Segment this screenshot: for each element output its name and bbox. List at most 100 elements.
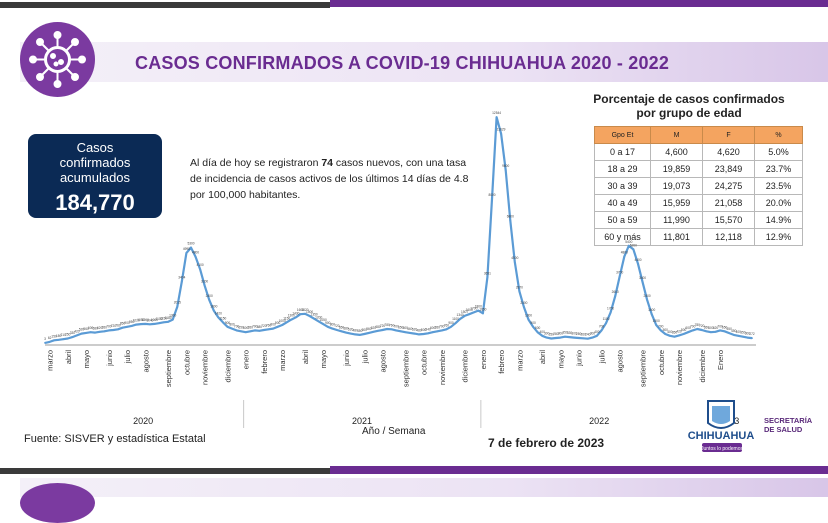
data-label: 780 xyxy=(384,323,390,327)
data-label: 900 xyxy=(124,321,130,325)
data-label: 1100 xyxy=(156,317,163,321)
data-label: 650 xyxy=(339,325,345,329)
data-point xyxy=(368,332,370,334)
x-tick-label: octubre xyxy=(657,350,666,375)
data-point xyxy=(244,331,247,334)
data-label: 1300 xyxy=(169,314,176,318)
year-label: 2022 xyxy=(589,416,609,426)
data-point xyxy=(596,334,598,337)
data-point xyxy=(313,317,315,320)
age-table-header: M xyxy=(650,126,703,144)
data-point xyxy=(732,334,735,336)
data-label: 550 xyxy=(727,327,733,331)
data-label: 1800 xyxy=(210,305,217,309)
data-point xyxy=(249,330,252,333)
data-label: 900 xyxy=(225,321,231,325)
data-label: 760 xyxy=(266,323,272,327)
data-label: 700 xyxy=(252,324,258,328)
data-point xyxy=(372,330,375,333)
note-new-cases: 74 xyxy=(321,157,334,169)
virus-icon xyxy=(20,483,95,523)
data-label: 3200 xyxy=(201,279,208,283)
data-label: 1050 xyxy=(320,318,327,322)
x-tick-label: julio xyxy=(360,350,369,364)
data-label: 3404 xyxy=(178,276,185,280)
data-point xyxy=(682,333,685,335)
data-point xyxy=(285,321,288,324)
data-point xyxy=(103,330,106,333)
data-point xyxy=(527,318,530,321)
data-label: 11629 xyxy=(497,128,506,132)
data-label: 600 xyxy=(708,326,714,330)
report-date: 7 de febrero de 2023 xyxy=(488,436,605,450)
data-point xyxy=(80,332,83,335)
data-point xyxy=(655,324,658,326)
data-label: 600 xyxy=(403,326,409,330)
data-point xyxy=(299,313,302,316)
x-tick-label: noviembre xyxy=(438,350,447,385)
data-point xyxy=(445,328,448,331)
data-label: 620 xyxy=(713,326,719,330)
data-label: 800 xyxy=(330,323,336,327)
data-label: 5300 xyxy=(187,242,194,246)
data-label: 950 xyxy=(129,320,135,324)
data-label: 600 xyxy=(430,326,436,330)
data-label: 500 xyxy=(362,328,368,332)
data-point xyxy=(591,336,594,339)
x-tick-label: agosto xyxy=(141,350,150,373)
data-label: 4998 xyxy=(183,247,190,251)
data-label: 700 xyxy=(234,324,240,328)
secretaria-line1: SECRETARÍA xyxy=(764,416,813,425)
data-label: 620 xyxy=(97,326,103,330)
data-label: 1150 xyxy=(160,316,167,320)
data-point xyxy=(600,329,603,332)
data-point xyxy=(627,244,630,247)
data-label: 520 xyxy=(79,328,85,332)
x-tick-label: mayo xyxy=(556,350,565,368)
data-point xyxy=(354,333,357,336)
x-tick-label: septiembre xyxy=(639,350,648,387)
table-cell: 12,118 xyxy=(702,228,755,246)
logo-text: CHIHUAHUA xyxy=(688,430,755,442)
data-point xyxy=(687,331,689,334)
data-label: 540 xyxy=(425,327,431,331)
data-label: 720 xyxy=(111,324,117,328)
data-label: 580 xyxy=(343,327,349,331)
data-label: 330 xyxy=(70,331,76,335)
x-tick-label: abril xyxy=(301,350,310,365)
data-point xyxy=(577,337,580,339)
age-table-title-line1: Porcentaje de casos confirmados xyxy=(593,92,785,106)
data-point xyxy=(222,321,224,324)
data-label: 780 xyxy=(695,323,701,327)
data-label: 700 xyxy=(106,324,112,328)
data-point xyxy=(431,331,434,334)
data-label: 210 xyxy=(61,333,67,337)
data-point xyxy=(304,312,306,315)
data-label: 1620 xyxy=(301,308,308,312)
data-point xyxy=(669,334,671,337)
data-point xyxy=(199,268,202,271)
cases-line-chart: 3 62 150 180 210 250 330 420 520 560 600 580 620 650 7… xyxy=(44,111,756,428)
data-label: 1200 xyxy=(315,315,322,319)
data-point xyxy=(235,329,238,332)
data-label: 1600 xyxy=(466,308,473,312)
data-point xyxy=(459,318,461,320)
top-bar-grey xyxy=(0,2,330,8)
data-point xyxy=(149,323,151,326)
data-label: 5400 xyxy=(625,240,632,244)
note-text-1: Al día de hoy se registraron xyxy=(190,157,322,169)
note-text-2: casos nuevos, con una tasa de incidencia… xyxy=(190,157,469,201)
x-tick-label: marzo xyxy=(515,350,524,371)
x-tick-label: Enero xyxy=(716,350,725,370)
data-point xyxy=(194,255,197,258)
age-table-header-row: Gpo Et M F % xyxy=(594,126,803,144)
data-point xyxy=(573,336,575,339)
bottom-accent-bar xyxy=(0,466,828,476)
table-row: 50 a 59 11,990 15,570 14.9% xyxy=(594,211,803,229)
data-point xyxy=(126,325,128,328)
x-tick-label: abril xyxy=(64,350,73,365)
data-point xyxy=(582,337,585,340)
data-point xyxy=(550,337,553,340)
data-point xyxy=(258,329,261,332)
x-tick-label: junio xyxy=(342,350,351,367)
